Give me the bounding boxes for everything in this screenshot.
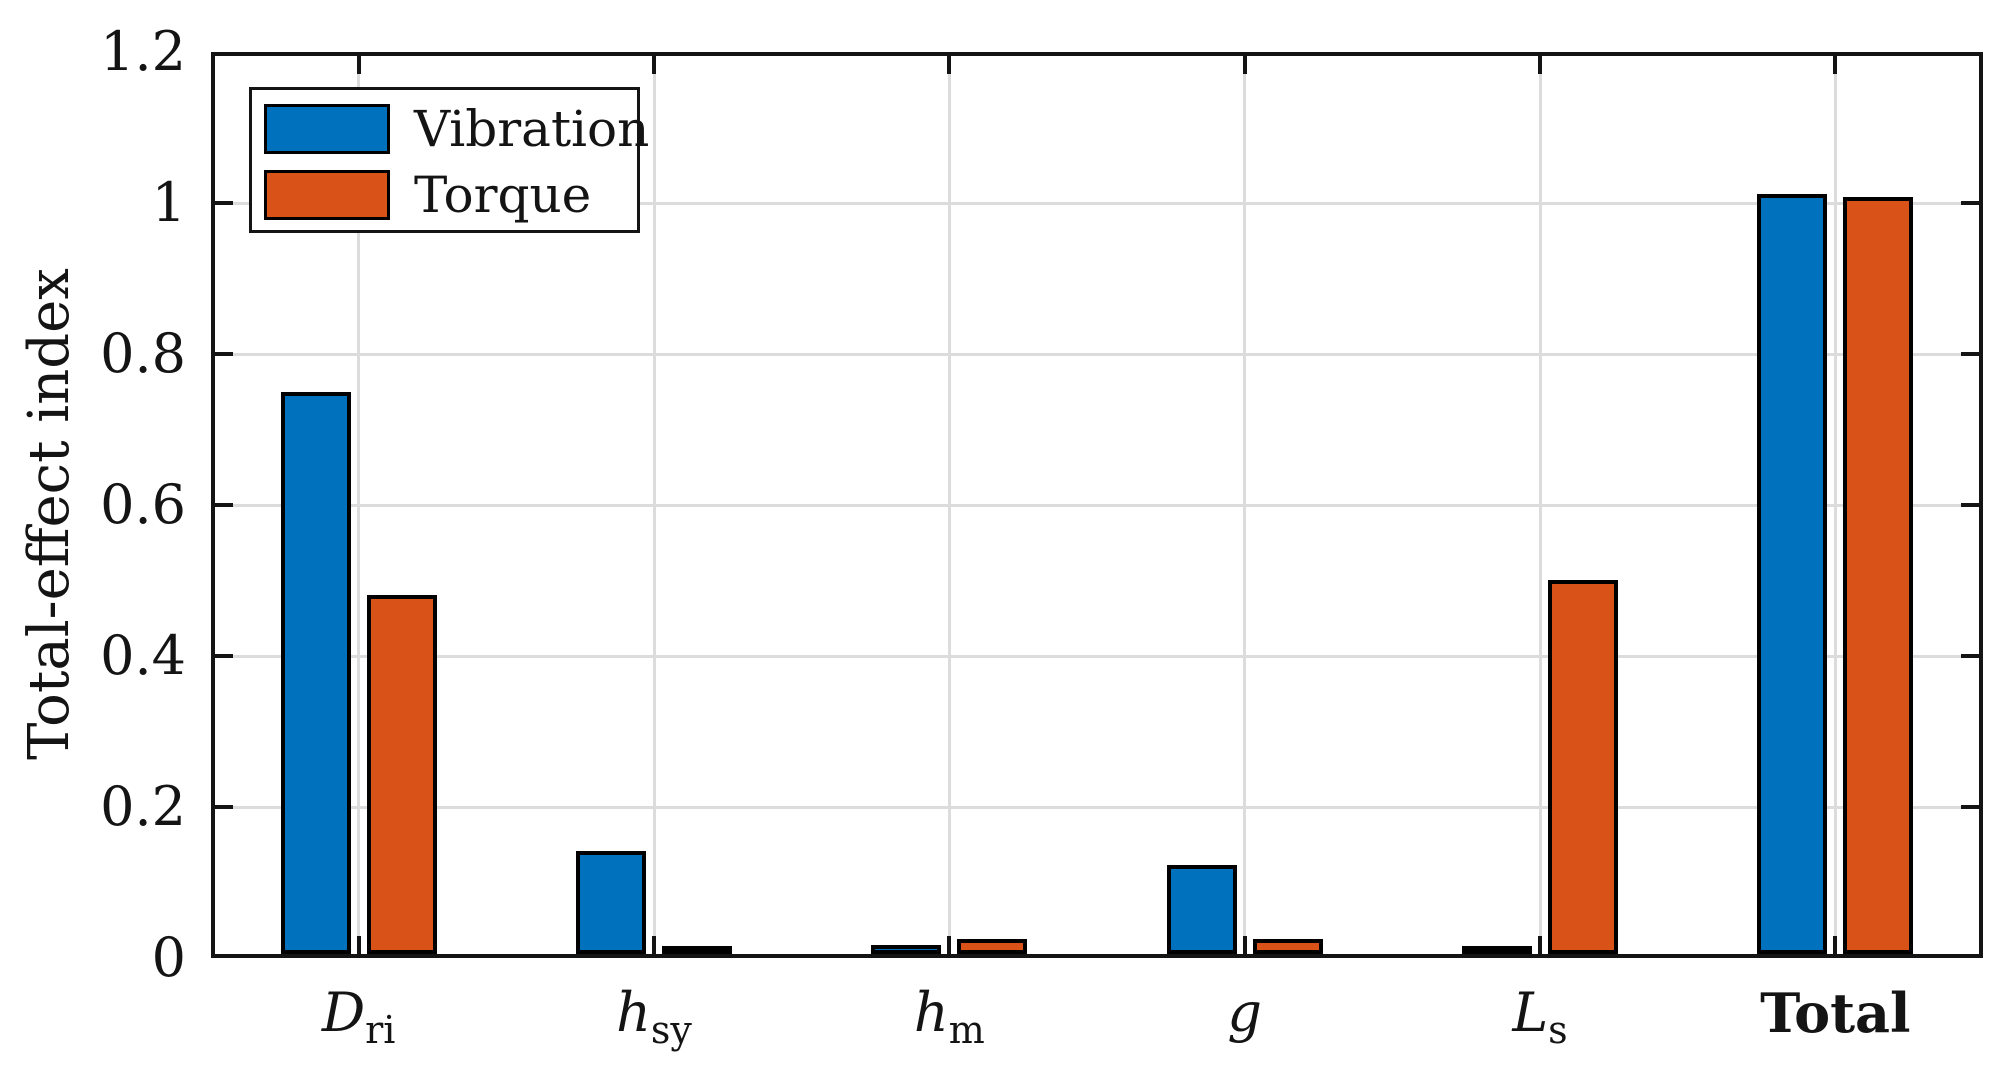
bar-torque-h_m xyxy=(957,939,1028,954)
v-gridline xyxy=(1538,56,1542,954)
x-label-subscript: m xyxy=(948,1007,985,1052)
x-tick-top xyxy=(947,56,952,74)
bar-vibration-L_s xyxy=(1462,946,1532,954)
x-tick-label-h_m: hm xyxy=(799,978,1099,1049)
y-tick-left xyxy=(215,503,233,507)
x-tick-label-D_ri: Dri xyxy=(209,978,509,1049)
v-gridline xyxy=(1833,56,1837,954)
x-label-base: g xyxy=(1227,981,1262,1044)
y-tick-left xyxy=(215,201,233,205)
x-tick-bottom xyxy=(1538,936,1542,954)
y-tick-label: 1.2 xyxy=(100,20,186,83)
bar-vibration-h_sy xyxy=(576,851,646,954)
v-gridline xyxy=(947,56,951,954)
legend-label-vibration: Vibration xyxy=(414,100,650,158)
bar-vibration-D_ri xyxy=(280,392,351,954)
legend-label-torque: Torque xyxy=(414,166,592,224)
y-tick-label: 0 xyxy=(151,926,186,989)
bar-torque-Total xyxy=(1843,197,1914,954)
x-tick-bottom xyxy=(356,936,361,954)
v-gridline xyxy=(652,56,656,954)
x-label-base: h xyxy=(913,981,949,1044)
y-tick-left xyxy=(215,805,233,809)
legend: Vibration Torque xyxy=(249,87,649,233)
bar-torque-D_ri xyxy=(366,595,437,954)
x-label-subscript: sy xyxy=(650,1007,692,1052)
x-tick-bottom xyxy=(652,936,656,954)
h-gridline xyxy=(215,353,1979,356)
x-tick-label-h_sy: hsy xyxy=(504,978,804,1049)
bar-vibration-g xyxy=(1166,865,1237,954)
h-gridline xyxy=(215,504,1979,507)
bar-vibration-Total xyxy=(1757,194,1828,954)
x-tick-label-Total: Total xyxy=(1685,978,1985,1049)
y-tick-right xyxy=(1961,503,1979,507)
legend-swatch-torque xyxy=(264,170,390,220)
y-tick-right xyxy=(1961,654,1979,658)
bar-torque-L_s xyxy=(1548,580,1618,954)
y-tick-label: 0.6 xyxy=(100,473,186,536)
x-tick-top xyxy=(1242,56,1247,74)
y-tick-label: 0.4 xyxy=(100,624,186,687)
x-tick-label-g: g xyxy=(1095,978,1395,1048)
y-tick-left xyxy=(215,352,233,356)
x-tick-bottom xyxy=(1833,936,1838,954)
x-label-subscript: ri xyxy=(365,1007,396,1052)
bar-torque-g xyxy=(1252,939,1323,954)
x-tick-bottom xyxy=(947,936,952,954)
x-label-base: h xyxy=(616,981,651,1044)
x-tick-top xyxy=(652,56,656,74)
x-label-base: Total xyxy=(1760,981,1911,1045)
v-gridline xyxy=(357,56,361,954)
x-tick-top xyxy=(356,56,361,74)
legend-swatch-vibration xyxy=(264,104,390,154)
v-gridline xyxy=(1243,56,1247,954)
x-label-subscript: s xyxy=(1548,1007,1568,1052)
bar-vibration-h_m xyxy=(871,945,942,954)
x-label-base: D xyxy=(321,981,366,1044)
x-tick-top xyxy=(1833,56,1838,74)
x-tick-bottom xyxy=(1242,936,1247,954)
h-gridline xyxy=(215,806,1979,809)
y-tick-right xyxy=(1961,805,1979,809)
x-label-base: L xyxy=(1512,981,1549,1044)
h-gridline xyxy=(215,202,1979,205)
bar-torque-h_sy xyxy=(662,946,732,954)
x-tick-label-L_s: Ls xyxy=(1390,978,1690,1049)
y-tick-label: 1 xyxy=(151,171,186,234)
y-tick-label: 0.2 xyxy=(100,775,186,838)
x-tick-top xyxy=(1538,56,1542,74)
h-gridline xyxy=(215,655,1979,658)
y-tick-right xyxy=(1961,201,1979,205)
y-tick-left xyxy=(215,654,233,658)
y-tick-label: 0.8 xyxy=(100,322,186,385)
y-tick-right xyxy=(1961,352,1979,356)
